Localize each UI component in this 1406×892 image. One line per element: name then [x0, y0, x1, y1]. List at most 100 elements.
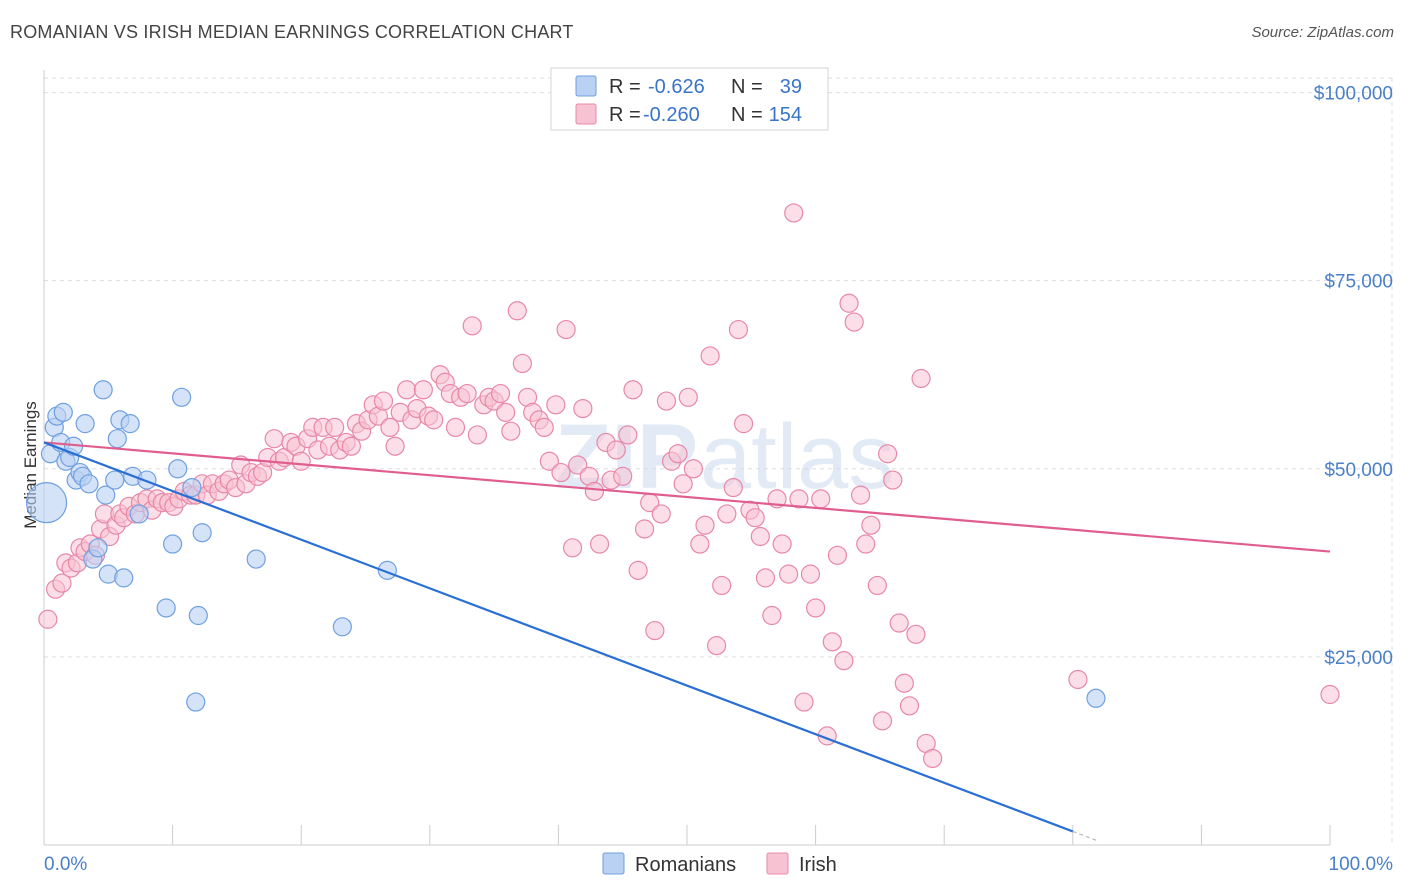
x-tick-label-min: 0.0%: [44, 854, 87, 875]
irish-point: [613, 466, 633, 486]
bottom-legend-romanians: Romanians: [635, 854, 736, 876]
y-tick-labels: $25,000 $50,000 $75,000 $100,000: [1314, 84, 1393, 669]
irish-point: [380, 417, 400, 438]
romanians-point: [75, 414, 95, 434]
y-tick-label: $75,000: [1324, 272, 1393, 293]
legend-r-label: R =: [609, 104, 641, 126]
irish-point: [568, 455, 588, 475]
irish-point: [584, 481, 605, 501]
irish-point: [291, 451, 311, 471]
irish-point: [789, 489, 809, 509]
romanians-point: [192, 523, 212, 543]
irish-point: [750, 526, 770, 547]
irish-point: [589, 534, 610, 554]
irish-point: [1068, 669, 1088, 690]
legend-r-value-romanians: -0.626: [648, 76, 705, 98]
romanians-point: [120, 414, 140, 434]
irish-point: [623, 380, 643, 400]
irish-point: [723, 477, 743, 498]
legend-swatch-irish: [575, 103, 597, 125]
irish-point: [501, 421, 521, 441]
legend-swatch-romanians: [575, 75, 597, 97]
irish-point: [733, 414, 754, 434]
irish-point: [712, 575, 732, 596]
romanians-point: [137, 470, 157, 490]
irish-point: [678, 387, 698, 407]
romanians-point: [105, 470, 125, 490]
irish-point: [811, 489, 831, 509]
irish-point: [1320, 684, 1340, 705]
romanians-point: [79, 474, 99, 494]
romanians-point: [168, 459, 188, 479]
bottom-legend-swatch-romanians: [602, 852, 625, 875]
source-label: Source: ZipAtlas.com: [1251, 24, 1394, 41]
irish-point: [839, 293, 859, 313]
romanians-point: [172, 387, 192, 407]
irish-point: [834, 651, 854, 671]
irish-point: [496, 402, 516, 422]
legend-box: [550, 67, 829, 131]
romanians-point: [129, 504, 149, 524]
irish-point: [325, 417, 345, 438]
romanians-point: [1086, 688, 1106, 708]
romanians-point: [88, 538, 108, 558]
romanians-points: [25, 380, 1106, 712]
irish-point: [457, 383, 477, 404]
x-tick-labels: 0.0% 100.0%: [44, 854, 1393, 875]
irish-point: [805, 598, 826, 618]
irish-point: [385, 436, 405, 456]
legend-r-value-irish: -0.260: [643, 104, 700, 126]
irish-point: [911, 368, 931, 389]
irish-point: [512, 353, 532, 374]
irish-point: [556, 319, 576, 340]
legend: R = -0.626 N = 39 R = -0.260 N = 154: [550, 67, 829, 131]
romanians-trend-line: [43, 441, 1074, 833]
irish-point: [923, 748, 943, 769]
y-tick-label: $25,000: [1324, 648, 1393, 669]
irish-point: [889, 613, 909, 633]
irish-point: [52, 573, 72, 593]
chart-title: ROMANIAN VS IRISH MEDIAN EARNINGS CORREL…: [10, 22, 574, 42]
irish-point: [634, 519, 655, 539]
irish-point: [673, 474, 693, 494]
irish-point: [628, 560, 648, 580]
irish-point: [562, 538, 583, 558]
romanians-point: [53, 402, 73, 422]
irish-points: [38, 203, 1340, 769]
y-tick-label: $50,000: [1324, 460, 1393, 481]
irish-point: [827, 545, 848, 565]
irish-point: [683, 459, 704, 479]
romanians-point: [96, 485, 116, 505]
romanians-point: [188, 605, 208, 626]
irish-point: [778, 564, 799, 584]
romanians-point: [246, 549, 266, 569]
irish-point: [373, 391, 394, 411]
irish-point: [717, 504, 737, 524]
y-tick-label: $100,000: [1314, 84, 1393, 105]
irish-point: [462, 316, 482, 336]
irish-point: [844, 312, 864, 332]
irish-point: [618, 425, 638, 445]
irish-point: [906, 624, 926, 644]
irish-point: [784, 203, 804, 223]
irish-point: [38, 609, 58, 629]
irish-point: [878, 444, 898, 464]
irish-point: [762, 605, 782, 626]
irish-point: [424, 410, 444, 430]
irish-trend-line: [43, 441, 1331, 553]
x-tick-label-max: 100.0%: [1329, 854, 1394, 875]
romanians-point: [114, 568, 134, 588]
irish-point: [861, 515, 881, 535]
romanians-point: [332, 617, 352, 637]
irish-point: [745, 508, 765, 528]
irish-point: [690, 534, 710, 554]
irish-point: [883, 470, 903, 490]
romanians-point: [25, 482, 68, 524]
irish-point: [656, 391, 677, 411]
irish-point: [772, 534, 792, 554]
irish-point: [645, 620, 665, 641]
irish-point: [867, 575, 887, 596]
irish-point: [539, 451, 559, 471]
watermark: ZIP atlas: [555, 406, 894, 508]
